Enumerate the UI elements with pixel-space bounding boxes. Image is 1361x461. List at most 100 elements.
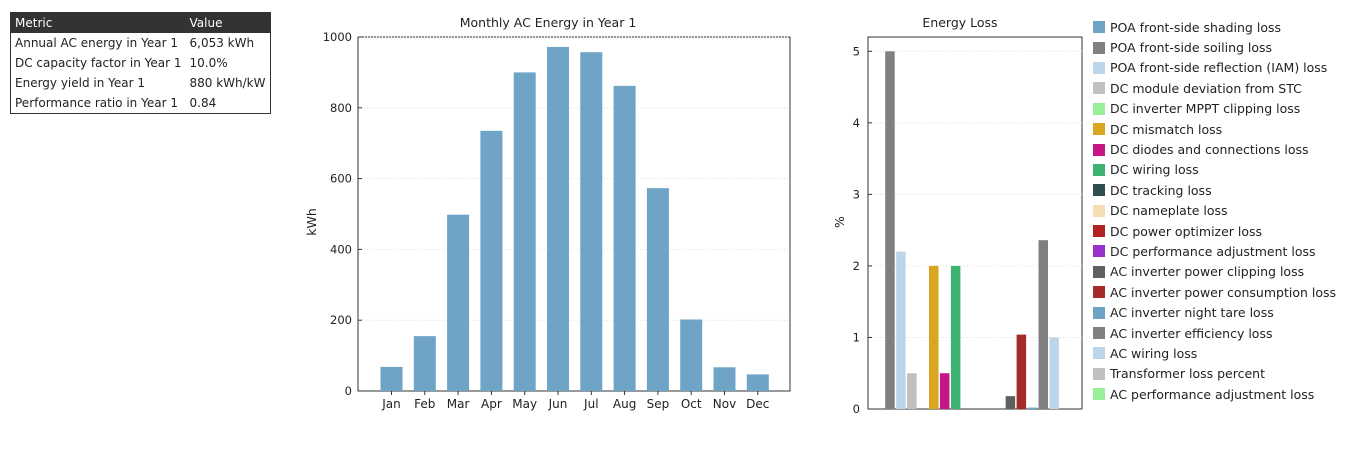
y-tick-label: 1000 (323, 30, 352, 44)
legend-swatch (1093, 306, 1105, 319)
legend-item: AC inverter power consumption loss (1093, 282, 1336, 302)
x-tick-label: Sep (647, 397, 670, 411)
legend-item: DC wiring loss (1093, 160, 1336, 180)
bar (513, 72, 536, 392)
loss-bar (950, 265, 961, 409)
metric-value: 10.0% (189, 56, 228, 70)
x-tick-label: Mar (447, 397, 470, 411)
metrics-header-row: Metric Value (10, 12, 270, 33)
monthly-grid (358, 36, 790, 321)
table-row: Performance ratio in Year 1 0.84 (11, 93, 271, 114)
legend-label: DC diodes and connections loss (1110, 142, 1309, 158)
legend-item: POA front-side soiling loss (1093, 37, 1336, 57)
y-tick-label: 600 (330, 172, 352, 186)
x-tick-label: Jul (583, 397, 598, 411)
loss-legend: POA front-side shading loss POA front-sid… (1093, 17, 1336, 404)
loss-bar (896, 251, 906, 409)
legend-label: DC tracking loss (1110, 182, 1212, 198)
legend-item: DC power optimizer loss (1093, 221, 1336, 241)
legend-item: AC inverter power clipping loss (1093, 262, 1336, 282)
bar (713, 367, 736, 391)
bar (613, 85, 636, 392)
legend-item: POA front-side shading loss (1093, 17, 1336, 37)
metric-name: Performance ratio in Year 1 (15, 96, 178, 110)
loss-bar (1049, 337, 1059, 409)
monthly-plot-area (357, 36, 791, 392)
legend-swatch (1093, 143, 1105, 156)
y-tick-label: 1 (853, 330, 860, 344)
metric-name: Annual AC energy in Year 1 (15, 36, 178, 50)
x-tick-label: Jun (548, 397, 568, 411)
bar (380, 366, 403, 391)
bar (746, 374, 769, 391)
legend-item: DC tracking loss (1093, 180, 1336, 200)
legend-swatch (1093, 204, 1105, 217)
monthly-y-axis: 0 200 400 600 800 1000 (323, 30, 362, 398)
legend-label: DC wiring loss (1110, 162, 1199, 178)
legend-label: POA front-side shading loss (1110, 19, 1281, 35)
x-tick-label: Jan (381, 397, 401, 411)
legend-swatch (1093, 265, 1105, 278)
bar (680, 319, 703, 391)
legend-item: DC inverter MPPT clipping loss (1093, 99, 1336, 119)
legend-swatch (1093, 61, 1105, 74)
energy-loss-chart: Energy Loss % 0 1 2 3 4 5 (832, 15, 1083, 416)
y-tick-label: 4 (853, 116, 860, 130)
legend-swatch (1093, 367, 1105, 380)
bar (480, 130, 503, 391)
x-tick-label: May (512, 397, 537, 411)
y-tick-label: 2 (853, 259, 860, 273)
x-tick-label: Oct (681, 397, 702, 411)
loss-bar (929, 265, 939, 409)
table-row: Annual AC energy in Year 1 6,053 kWh (11, 33, 271, 53)
legend-label: DC performance adjustment loss (1110, 243, 1316, 259)
legend-swatch (1093, 347, 1105, 360)
legend-label: AC performance adjustment loss (1110, 386, 1315, 402)
legend-item: Transformer loss percent (1093, 364, 1336, 384)
legend-swatch (1093, 286, 1105, 299)
legend-swatch (1093, 102, 1105, 115)
y-tick-label: 800 (330, 101, 352, 115)
y-tick-label: 0 (345, 384, 352, 398)
legend-swatch (1093, 41, 1105, 54)
loss-chart-title: Energy Loss (922, 15, 997, 30)
legend-label: AC wiring loss (1110, 345, 1198, 361)
legend-label: Transformer loss percent (1110, 366, 1265, 382)
value-column-header: Value (185, 12, 270, 33)
legend-item: AC inverter night tare loss (1093, 302, 1336, 322)
monthly-x-axis: Jan Feb Mar Apr May Jun Jul Aug Sep Oct Nov Dec (381, 391, 769, 411)
legend-item: DC performance adjustment loss (1093, 241, 1336, 261)
y-tick-label: 5 (853, 44, 860, 58)
metric-name: DC capacity factor in Year 1 (15, 56, 182, 70)
legend-swatch (1093, 225, 1105, 238)
bar (413, 336, 436, 391)
legend-swatch (1093, 82, 1105, 95)
monthly-bars (380, 46, 769, 392)
metric-value: 0.84 (189, 96, 217, 110)
bar (580, 52, 603, 392)
legend-swatch (1093, 388, 1105, 401)
bar (646, 188, 669, 391)
legend-swatch (1093, 327, 1105, 340)
loss-y-axis: 0 1 2 3 4 5 (853, 44, 872, 416)
legend-label: DC power optimizer loss (1110, 223, 1263, 239)
monthly-energy-chart: Monthly AC Energy in Year 1 kWh 0 200 400 6… (304, 15, 791, 411)
loss-chart-ylabel: % (832, 216, 847, 228)
table-row: Energy yield in Year 1 880 kWh/kW (11, 73, 271, 93)
metric-value: 6,053 kWh (189, 36, 255, 50)
metric-column-header: Metric (10, 12, 186, 33)
legend-label: AC inverter night tare loss (1110, 305, 1274, 321)
x-tick-label: Apr (481, 397, 502, 411)
legend-item: AC wiring loss (1093, 343, 1336, 363)
legend-item: AC inverter efficiency loss (1093, 323, 1336, 343)
legend-swatch (1093, 123, 1105, 136)
legend-item: DC diodes and connections loss (1093, 139, 1336, 159)
loss-bar (1016, 334, 1027, 409)
loss-bar (885, 51, 895, 410)
metric-value: 880 kWh/kW (189, 76, 266, 90)
legend-swatch (1093, 163, 1105, 176)
metric-name: Energy yield in Year 1 (15, 76, 146, 90)
legend-item: DC mismatch loss (1093, 119, 1336, 139)
y-tick-label: 400 (330, 242, 352, 256)
bar (447, 214, 470, 391)
